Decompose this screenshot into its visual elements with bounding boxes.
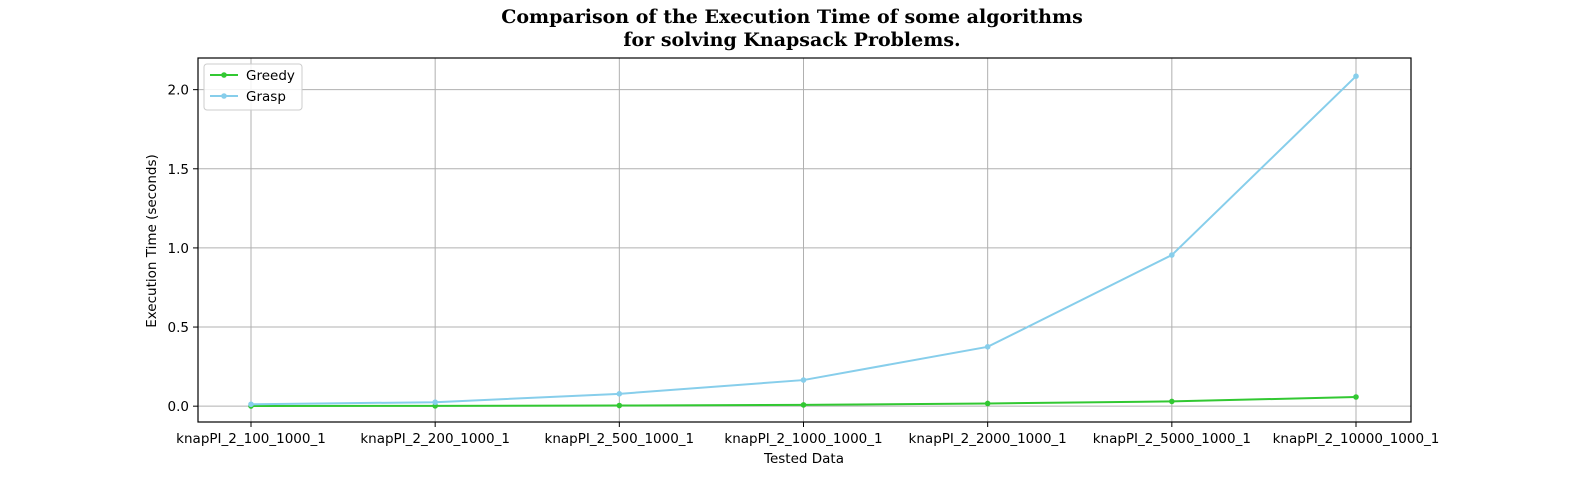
y-tick-label: 1.0 (168, 241, 189, 257)
grasp-data-point (432, 399, 438, 406)
chart-title-line2: for solving Knapsack Problems. (623, 29, 960, 51)
ticks: knapPI_2_100_1000_1 knapPI_2_200_1000_1 kn… (168, 83, 1440, 447)
y-tick-label: 2.0 (168, 83, 189, 99)
greedy-data-point (1353, 394, 1359, 400)
grasp-data-point (248, 401, 254, 408)
y-tick-label: 0.0 (168, 399, 189, 415)
grasp-data-point (800, 377, 807, 383)
x-tick-label: knapPI_2_100_1000_1 (176, 431, 326, 447)
grasp-data-point (984, 344, 991, 350)
grid (198, 58, 1411, 422)
chart-title-line1: Comparison of the Execution Time of some… (501, 6, 1083, 28)
y-tick-label: 1.5 (168, 162, 189, 178)
grasp-legend-marker (221, 93, 227, 99)
grasp-legend-label: Grasp (246, 89, 286, 105)
series-layer (248, 73, 1359, 409)
greedy-legend-label: Greedy (246, 68, 295, 84)
greedy-data-point (616, 402, 623, 409)
grasp-data-point (616, 391, 623, 397)
grasp-data-point (1169, 252, 1175, 258)
x-axis-label: Tested Data (763, 451, 844, 467)
greedy-data-point (1169, 398, 1175, 405)
y-axis-label: Execution Time (seconds) (144, 154, 160, 328)
x-tick-label: knapPI_2_2000_1000_1 (909, 431, 1067, 447)
x-tick-label: knapPI_2_200_1000_1 (360, 431, 510, 447)
greedy-legend-marker (221, 72, 227, 78)
greedy-data-point (984, 400, 991, 407)
x-tick-label: knapPI_2_500_1000_1 (545, 431, 695, 447)
legend: Greedy Grasp (203, 63, 303, 111)
greedy-data-point (800, 402, 807, 408)
x-tick-label: knapPI_2_5000_1000_1 (1093, 431, 1251, 447)
grasp-data-point (1353, 73, 1359, 79)
x-tick-label: knapPI_2_1000_1000_1 (724, 431, 882, 447)
plot-frame (197, 57, 1412, 423)
x-tick-label: knapPI_2_10000_1000_1 (1273, 431, 1440, 447)
y-tick-label: 0.5 (168, 320, 189, 336)
